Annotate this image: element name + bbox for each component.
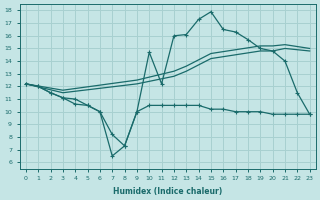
X-axis label: Humidex (Indice chaleur): Humidex (Indice chaleur) — [113, 187, 222, 196]
